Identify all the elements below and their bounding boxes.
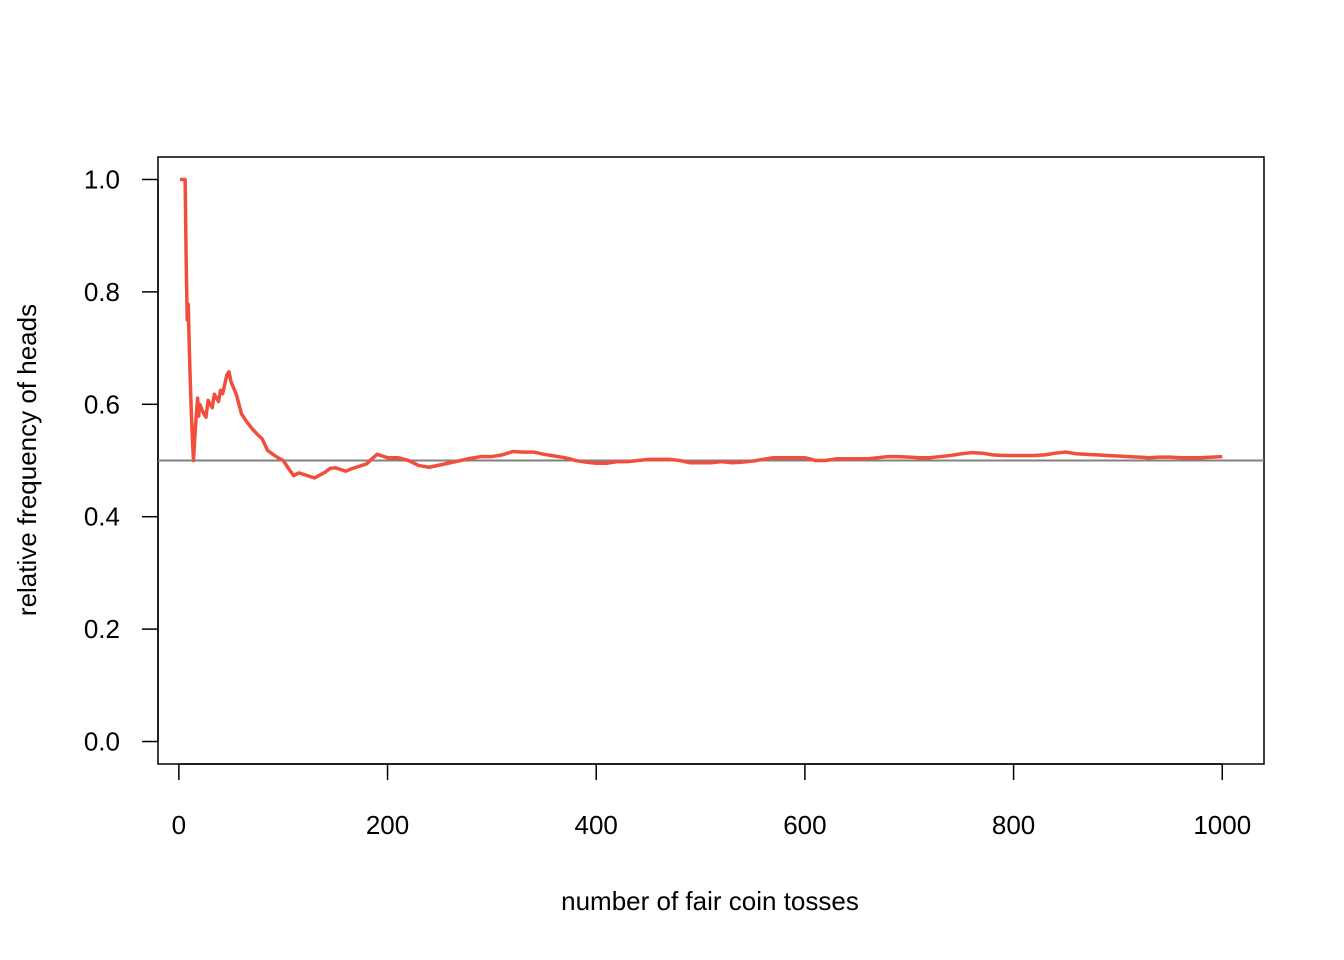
x-tick-label: 600 — [783, 810, 826, 840]
y-tick-label: 0.2 — [84, 614, 120, 644]
y-axis: 0.0 0.2 0.4 0.6 0.8 1.0 — [84, 164, 159, 757]
x-tick-label: 800 — [992, 810, 1035, 840]
y-tick-label: 0.6 — [84, 389, 120, 419]
y-axis-title: relative frequency of heads — [12, 304, 42, 616]
x-tick-label: 1000 — [1193, 810, 1251, 840]
y-tick-label: 0.0 — [84, 727, 120, 757]
y-tick-label: 0.4 — [84, 502, 120, 532]
x-axis: 0 200 400 600 800 1000 — [172, 763, 1251, 840]
y-tick-label: 1.0 — [84, 164, 120, 194]
x-tick-label: 0 — [172, 810, 186, 840]
series-layer — [179, 177, 1223, 480]
x-tick-label: 200 — [366, 810, 409, 840]
y-tick-label: 0.8 — [84, 277, 120, 307]
series-line-0 — [179, 177, 1223, 480]
x-tick-label: 400 — [575, 810, 618, 840]
x-axis-title: number of fair coin tosses — [561, 886, 859, 916]
